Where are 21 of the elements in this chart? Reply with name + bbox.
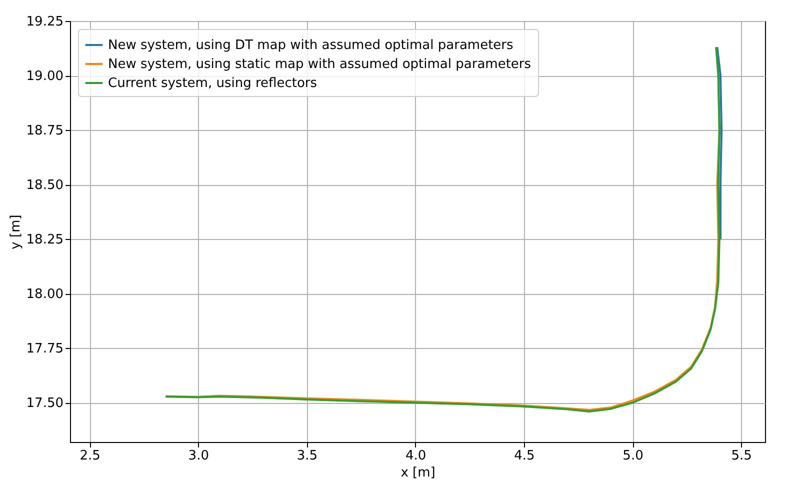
y-tick-label: 17.50 xyxy=(26,396,64,412)
x-tick-label: 2.5 xyxy=(80,448,100,464)
x-axis-title: x [m] xyxy=(400,466,436,480)
x-tick-label: 5.5 xyxy=(731,448,752,464)
y-tick-label: 18.00 xyxy=(26,287,64,302)
legend-label: New system, using static map with assumed optimal parameters xyxy=(108,57,532,72)
y-axis-title: y [m] xyxy=(8,214,24,250)
y-tick-label: 18.25 xyxy=(26,232,64,248)
x-tick-label: 4.0 xyxy=(405,448,426,464)
y-tick-label: 19.00 xyxy=(26,69,64,84)
x-tick-label: 5.0 xyxy=(622,448,644,464)
y-tick-label: 17.75 xyxy=(26,342,64,357)
y-tick-label: 18.50 xyxy=(26,178,64,194)
legend-label: New system, using DT map with assumed optimal parameters xyxy=(108,38,514,53)
x-tick-label: 4.5 xyxy=(514,448,535,464)
x-tick-label: 3.0 xyxy=(188,448,209,464)
x-tick-label: 3.5 xyxy=(296,448,318,464)
y-tick-label: 19.25 xyxy=(26,14,64,30)
y-tick-label: 18.75 xyxy=(26,124,64,139)
line-series xyxy=(716,46,723,240)
legend-label: Current system, using reflectors xyxy=(108,76,318,91)
